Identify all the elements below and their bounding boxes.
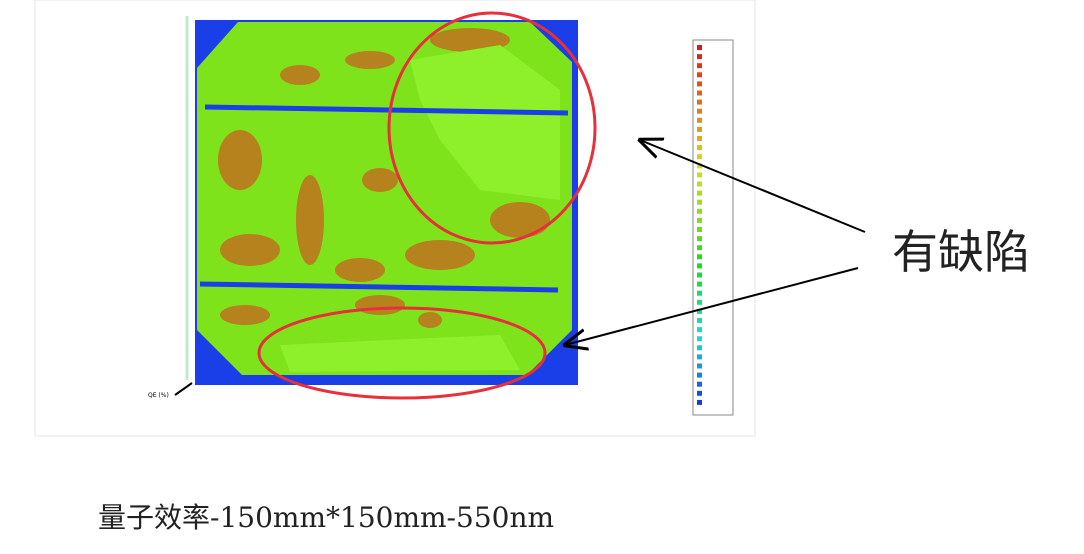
legend-swatch: [697, 336, 702, 342]
legend-swatch: [697, 236, 702, 242]
legend-swatch: [697, 108, 702, 114]
legend-swatch: [697, 272, 702, 278]
legend-swatch: [697, 381, 702, 387]
legend-swatch: [697, 99, 702, 105]
color-legend: [692, 39, 734, 416]
legend-swatch: [697, 399, 702, 405]
defect-region: [280, 335, 520, 372]
legend-swatch: [697, 181, 702, 187]
defect-region: [410, 45, 560, 200]
legend-swatch: [697, 254, 702, 260]
legend-swatch: [697, 136, 702, 141]
legend-swatch: [697, 263, 702, 269]
arrow: [565, 267, 859, 345]
busbar: [199, 281, 559, 293]
legend-swatch: [697, 245, 702, 251]
legend-swatch: [697, 318, 702, 323]
axis-stub: [174, 382, 193, 396]
legend-swatch: [697, 208, 702, 214]
legend-swatch: [697, 145, 702, 151]
legend-swatch: [697, 163, 702, 169]
legend-swatch: [697, 281, 702, 287]
legend-swatch: [697, 172, 702, 178]
caption: 量子效率-150mm*150mm-550nm: [98, 501, 554, 534]
legend-swatch: [697, 327, 702, 333]
legend-swatch: [697, 154, 702, 160]
annotation: 有缺陷: [892, 225, 1030, 279]
legend-swatch: [697, 308, 702, 314]
legend-swatch: [697, 299, 702, 305]
legend-swatch: [697, 54, 702, 60]
legend-swatch: [697, 126, 702, 132]
legend-swatch: [697, 45, 702, 50]
low-qe-regions: [218, 28, 550, 328]
highlight-circle: [387, 11, 597, 245]
highlight-ellipse: [257, 306, 547, 400]
axis-label: QE (%): [148, 392, 169, 399]
legend-swatch: [697, 199, 702, 205]
legend-swatch: [697, 190, 702, 196]
arrow: [640, 140, 866, 233]
legend-swatch: [697, 90, 702, 96]
legend-swatch: [697, 117, 702, 123]
legend-swatch: [697, 390, 702, 396]
busbar: [204, 104, 569, 116]
legend-swatch: [697, 354, 702, 360]
legend-swatch: [697, 81, 702, 87]
legend-swatch: [697, 345, 702, 351]
legend-swatch: [697, 227, 702, 232]
qe-map: QE (%): [148, 16, 578, 399]
legend-swatch: [697, 363, 702, 369]
legend-swatch: [697, 72, 702, 78]
legend-swatch: [697, 63, 702, 69]
legend-swatch: [697, 290, 702, 296]
legend-swatch: [697, 217, 702, 223]
legend-swatch: [697, 372, 702, 378]
